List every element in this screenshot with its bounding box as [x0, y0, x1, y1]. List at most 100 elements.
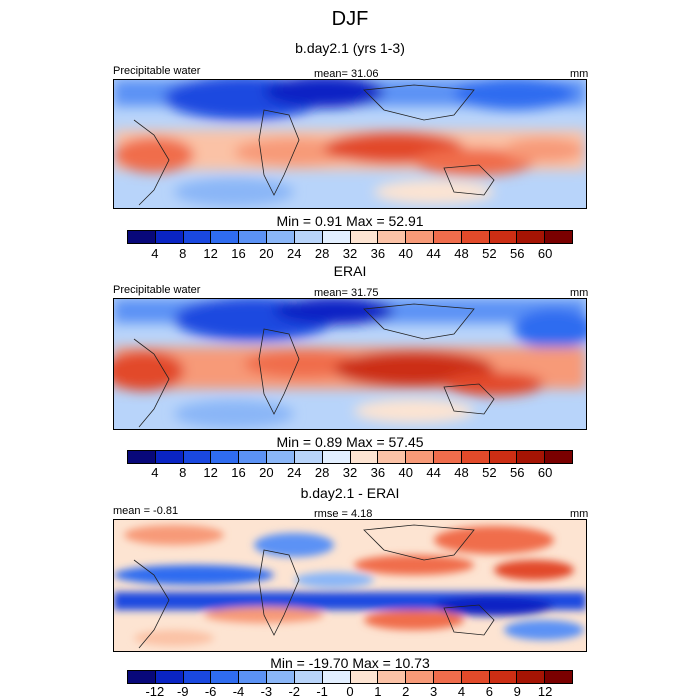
- colorbar-2-tick-label: 20: [259, 465, 274, 480]
- colorbar-3-tick-label: -9: [176, 684, 189, 699]
- colorbar-1-swatch: [267, 231, 295, 243]
- colorbar-3-swatch: [350, 671, 379, 683]
- panel-1-colorbar: [127, 230, 573, 244]
- panel-1-units-label: mm: [570, 68, 589, 80]
- panel-1-map-field: [114, 80, 586, 208]
- colorbar-1-tick-label: 36: [370, 246, 386, 261]
- panel-1-variable-label: Precipitable water: [113, 65, 201, 77]
- colorbar-2-swatch: [294, 451, 323, 463]
- colorbar-1-tick-label: 12: [203, 246, 218, 261]
- colorbar-1-tick-label: 28: [314, 246, 330, 261]
- colorbar-3-swatch: [239, 671, 268, 683]
- colorbar-3-tick-label: -2: [288, 684, 301, 699]
- colorbar-2-swatch: [350, 451, 379, 463]
- colorbar-2-tick-label: 4: [151, 465, 159, 480]
- colorbar-1-swatch: [183, 231, 212, 243]
- colorbar-3-swatch: [545, 671, 572, 683]
- panel-3-title: b.day2.1 - ERAI: [300, 485, 400, 501]
- colorbar-2-swatch: [155, 451, 184, 463]
- colorbar-1-tick-label: 44: [426, 246, 441, 261]
- panel-1-map: [113, 79, 587, 209]
- colorbar-3-tick-label: 6: [485, 684, 493, 699]
- colorbar-2-tick-label: 40: [398, 465, 413, 480]
- colorbar-1-swatch: [155, 231, 184, 243]
- colorbar-1-tick-label: 16: [231, 246, 246, 261]
- colorbar-1-tick-label: 48: [454, 246, 469, 261]
- colorbar-2-tick-label: 56: [510, 465, 525, 480]
- panel-2-map: [113, 298, 587, 430]
- panel-1-mean-label: mean= 31.06: [314, 68, 379, 80]
- panel-2-variable-label: Precipitable water: [113, 284, 201, 296]
- colorbar-2-swatch: [489, 451, 518, 463]
- colorbar-3-tick-label: -4: [232, 684, 245, 699]
- colorbar-1-swatch: [545, 231, 572, 243]
- colorbar-3-swatch: [128, 671, 156, 683]
- colorbar-2-swatch: [461, 451, 490, 463]
- colorbar-3-swatch: [406, 671, 434, 683]
- colorbar-1-tick-label: 24: [287, 246, 302, 261]
- colorbar-1-tick-label: 4: [151, 246, 159, 261]
- colorbar-1-swatch: [294, 231, 323, 243]
- colorbar-2-tick-label: 12: [203, 465, 218, 480]
- colorbar-3-tick-label: -1: [316, 684, 328, 699]
- colorbar-2-swatch: [378, 451, 407, 463]
- panel-2-units-label: mm: [570, 287, 589, 299]
- panel-3-map-field: [114, 520, 586, 651]
- colorbar-1-tick-label: 60: [537, 246, 553, 261]
- colorbar-3-tick-label: 3: [430, 684, 438, 699]
- colorbar-3-tick-label: 9: [513, 684, 521, 699]
- colorbar-2-tick-label: 24: [287, 465, 302, 480]
- colorbar-2-swatch: [322, 451, 351, 463]
- colorbar-2-tick-label: 32: [342, 465, 358, 480]
- panel-3-mean-label: mean = -0.81: [113, 505, 179, 517]
- colorbar-3-swatch: [294, 671, 323, 683]
- colorbar-2-tick-label: 28: [314, 465, 330, 480]
- colorbar-3-swatch: [489, 671, 518, 683]
- colorbar-1-swatch: [128, 231, 156, 243]
- colorbar-2-swatch: [128, 451, 156, 463]
- colorbar-1-swatch: [406, 231, 434, 243]
- colorbar-1-swatch: [489, 231, 518, 243]
- panel-2-mean-label: mean= 31.75: [314, 287, 379, 299]
- colorbar-1-swatch: [378, 231, 407, 243]
- colorbar-3-tick-label: 4: [457, 684, 466, 699]
- colorbar-1-swatch: [433, 231, 462, 243]
- colorbar-3-tick-label: 0: [346, 684, 354, 699]
- colorbar-2-swatch: [183, 451, 212, 463]
- colorbar-3-swatch: [267, 671, 295, 683]
- colorbar-2-swatch: [211, 451, 240, 463]
- colorbar-1-swatch: [211, 231, 240, 243]
- panel-2-colorbar: [127, 450, 573, 464]
- colorbar-2-tick-label: 48: [454, 465, 469, 480]
- colorbar-2-swatch: [267, 451, 295, 463]
- colorbar-2-tick-label: 44: [426, 465, 441, 480]
- colorbar-3-swatch: [322, 671, 351, 683]
- panel-3-units-label: mm: [570, 508, 589, 520]
- colorbar-2-swatch: [545, 451, 572, 463]
- panel-1-min-max: Min = 0.91 Max = 52.91: [276, 213, 424, 229]
- colorbar-3-tick-label: 1: [374, 684, 382, 699]
- colorbar-1-swatch: [517, 231, 546, 243]
- colorbar-3-swatch: [433, 671, 462, 683]
- colorbar-3-swatch: [517, 671, 546, 683]
- colorbar-1-swatch: [322, 231, 351, 243]
- colorbar-3-tick-label: 12: [537, 684, 553, 699]
- colorbar-3-tick-label: -6: [204, 684, 217, 699]
- colorbar-2-tick-label: 8: [179, 465, 187, 480]
- colorbar-1-swatch: [350, 231, 379, 243]
- colorbar-3-swatch: [461, 671, 490, 683]
- colorbar-2-swatch: [239, 451, 268, 463]
- colorbar-2-tick-label: 16: [231, 465, 246, 480]
- colorbar-1-tick-label: 40: [398, 246, 413, 261]
- colorbar-2-tick-label: 36: [370, 465, 386, 480]
- panel-2-min-max: Min = 0.89 Max = 57.45: [276, 434, 424, 450]
- colorbar-2-tick-label: 60: [537, 465, 553, 480]
- panel-2-title: ERAI: [333, 263, 367, 279]
- colorbar-1-swatch: [461, 231, 490, 243]
- colorbar-1-tick-label: 56: [510, 246, 525, 261]
- panel-3-colorbar: [127, 670, 573, 684]
- colorbar-3-tick-label: 2: [402, 684, 410, 699]
- colorbar-3-tick-label: -12: [145, 684, 165, 699]
- panel-2-map-field: [114, 299, 586, 429]
- colorbar-2-swatch: [517, 451, 546, 463]
